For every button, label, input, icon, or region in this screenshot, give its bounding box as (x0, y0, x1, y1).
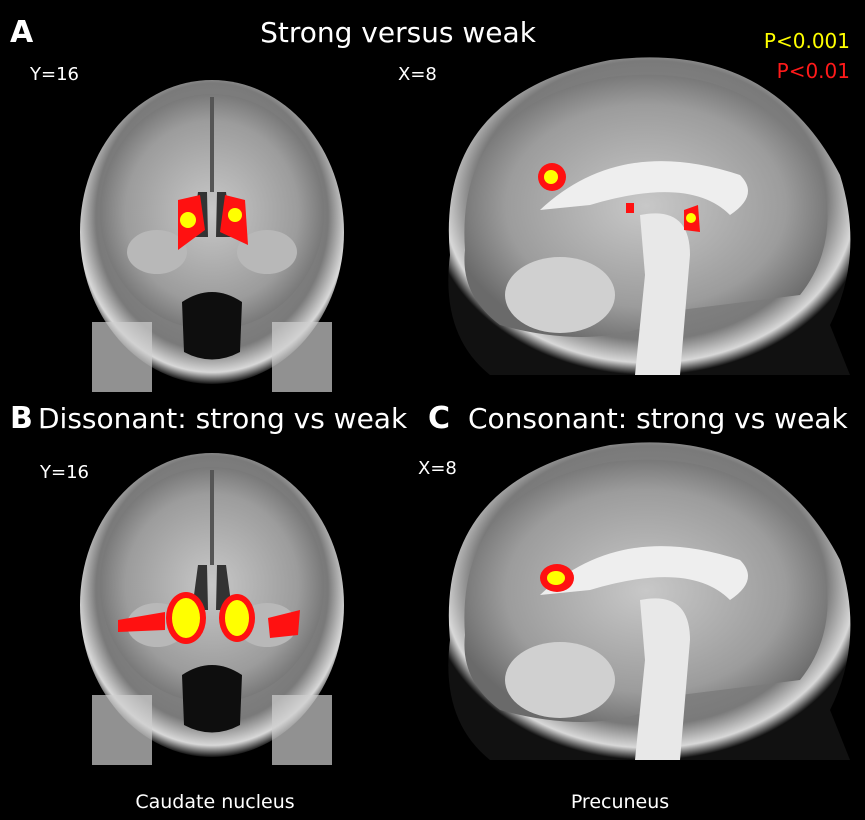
slice-label: X=8 (418, 458, 457, 479)
activation (540, 564, 574, 592)
panel-title: Consonant: strong vs weak (468, 402, 848, 435)
panel-label: B (10, 401, 33, 436)
page: A Strong versus weak Y=16 X=8 P<0.001 P<… (0, 0, 865, 820)
sagittal-slice (448, 57, 850, 375)
slice-label: Y=16 (39, 462, 89, 483)
caption: Caudate nucleus (135, 791, 294, 813)
caption: Precuneus (571, 791, 669, 813)
coronal-slice (80, 453, 344, 765)
sagittal-slice (448, 442, 850, 760)
legend-entry: P<0.01 (777, 59, 850, 83)
slice-label: Y=16 (29, 64, 79, 85)
panel-label: A (10, 15, 34, 50)
coronal-slice (80, 80, 344, 392)
panel-title: Strong versus weak (260, 16, 537, 49)
slice-label: X=8 (398, 64, 437, 85)
figure: A Strong versus weak Y=16 X=8 P<0.001 P<… (0, 0, 865, 820)
legend-entry: P<0.001 (764, 29, 850, 53)
panel-label: C (428, 401, 450, 436)
panel-title: Dissonant: strong vs weak (38, 402, 408, 435)
